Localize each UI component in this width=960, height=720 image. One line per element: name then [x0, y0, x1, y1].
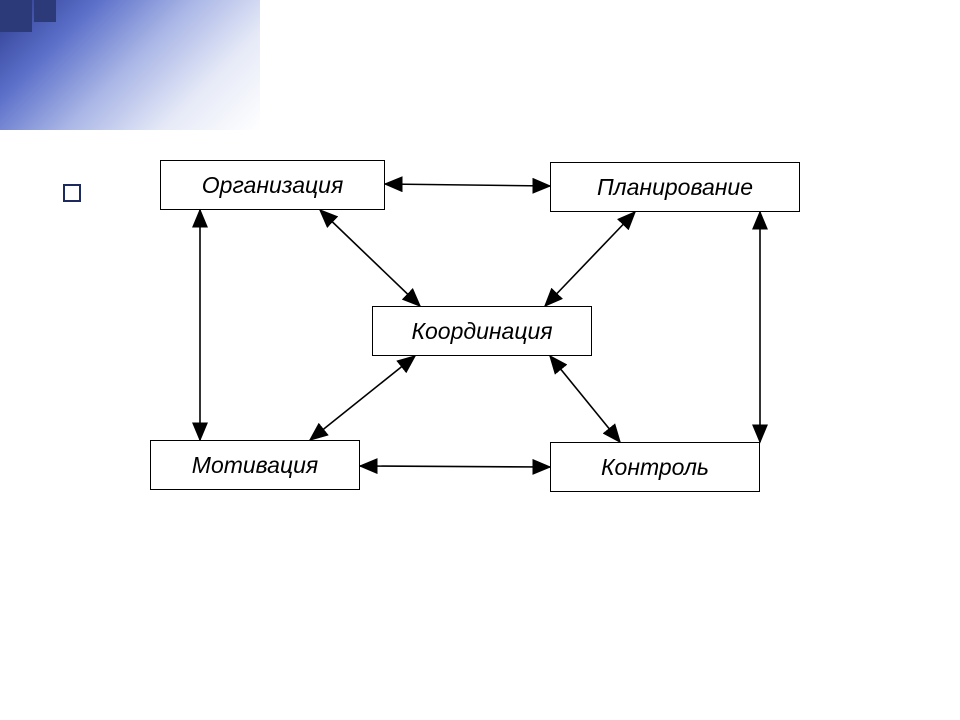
- node-plan: Планирование: [550, 162, 800, 212]
- edge-org-plan: [385, 184, 550, 186]
- node-motiv: Мотивация: [150, 440, 360, 490]
- node-label: Организация: [202, 172, 343, 199]
- node-label: Мотивация: [192, 452, 318, 479]
- node-coord: Координация: [372, 306, 592, 356]
- node-label: Координация: [411, 318, 552, 345]
- diagram-arrows: [0, 0, 960, 720]
- edge-ctrl-coord: [550, 356, 620, 442]
- edge-motiv-coord: [310, 356, 415, 440]
- node-label: Контроль: [601, 454, 709, 481]
- node-ctrl: Контроль: [550, 442, 760, 492]
- node-org: Организация: [160, 160, 385, 210]
- edge-plan-coord: [545, 212, 635, 306]
- edge-motiv-ctrl: [360, 466, 550, 467]
- slide: Организация Планирование Координация Мотива…: [0, 0, 960, 720]
- edge-org-coord: [320, 210, 420, 306]
- node-label: Планирование: [597, 174, 753, 201]
